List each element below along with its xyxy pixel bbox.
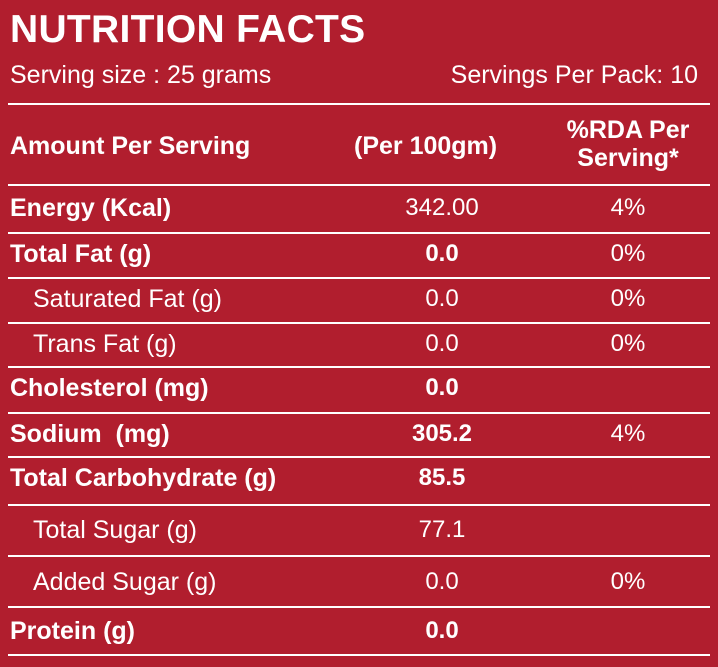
row-divider bbox=[8, 366, 710, 368]
nutrient-name: Total Sugar (g) bbox=[33, 516, 197, 544]
nutrient-name: Total Fat (g) bbox=[10, 240, 152, 268]
nutrient-value: 77.1 bbox=[418, 516, 466, 543]
divider-header bbox=[8, 184, 710, 186]
nutrient-name: Added Sugar (g) bbox=[33, 568, 217, 596]
nutrient-value: 0.0 bbox=[425, 285, 459, 312]
nutrient-name: Energy (Kcal) bbox=[10, 194, 172, 222]
nutrient-name: Cholesterol (mg) bbox=[10, 374, 209, 402]
nutrient-rda: 4% bbox=[610, 420, 646, 447]
nutrient-name: Trans Fat (g) bbox=[33, 330, 177, 358]
nutrient-value: 85.5 bbox=[418, 464, 466, 491]
row-divider bbox=[8, 654, 710, 656]
row-divider bbox=[8, 277, 710, 279]
row-divider bbox=[8, 606, 710, 608]
nutrient-value: 0.0 bbox=[425, 374, 459, 401]
row-divider bbox=[8, 412, 710, 414]
header-per-100gm: (Per 100gm) bbox=[354, 132, 498, 160]
nutrient-value: 305.2 bbox=[411, 420, 473, 447]
header-rda-line-2: Serving* bbox=[577, 144, 679, 172]
nutrient-rda: 0% bbox=[610, 240, 646, 267]
row-divider bbox=[8, 232, 710, 234]
serving-size-text: Serving size : 25 grams bbox=[10, 61, 272, 89]
nutrient-name: Sodium (mg) bbox=[10, 420, 170, 448]
nutrient-value: 0.0 bbox=[425, 568, 459, 595]
nutrient-rda: 0% bbox=[610, 330, 646, 357]
row-divider bbox=[8, 555, 710, 557]
nutrient-rda: 0% bbox=[610, 568, 646, 595]
nutrient-value: 0.0 bbox=[425, 240, 459, 267]
nutrient-name: Total Carbohydrate (g) bbox=[10, 464, 277, 492]
nutrient-name: Protein (g) bbox=[10, 617, 135, 645]
nutrient-name: Saturated Fat (g) bbox=[33, 285, 222, 313]
nutrient-value: 342.00 bbox=[405, 194, 479, 221]
row-divider bbox=[8, 322, 710, 324]
servings-per-pack-text: Servings Per Pack: 10 bbox=[450, 61, 698, 89]
panel-title: NUTRITION FACTS bbox=[10, 8, 366, 51]
nutrient-rda: 0% bbox=[610, 285, 646, 312]
nutrient-value: 0.0 bbox=[425, 617, 459, 644]
header-amount-per-serving: Amount Per Serving bbox=[10, 132, 251, 160]
row-divider bbox=[8, 504, 710, 506]
nutrient-value: 0.0 bbox=[425, 330, 459, 357]
row-divider bbox=[8, 456, 710, 458]
divider-top bbox=[8, 103, 710, 105]
nutrient-rda: 4% bbox=[610, 194, 646, 221]
header-rda-line-1: %RDA Per bbox=[566, 116, 690, 144]
header-rda-per-serving: %RDA Per Serving* bbox=[548, 116, 708, 172]
